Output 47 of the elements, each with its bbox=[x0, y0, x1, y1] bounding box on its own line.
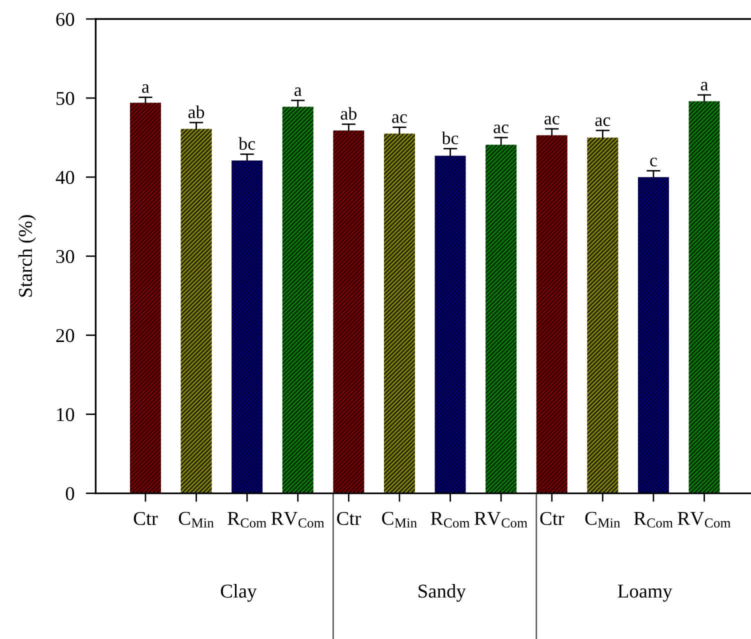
text: RV$_{Com}$ bbox=[474, 512, 528, 528]
x-tick-label: Clay bbox=[220, 584, 257, 602]
data-label: a bbox=[294, 87, 302, 96]
bar bbox=[282, 106, 314, 494]
data-label: bc bbox=[442, 132, 458, 144]
text: Ctr bbox=[337, 512, 361, 526]
x-tick-label: Loamy bbox=[618, 584, 672, 602]
bar bbox=[180, 128, 212, 494]
text: C$_{Min}$ bbox=[382, 512, 417, 528]
bar bbox=[384, 134, 415, 494]
data-label: ac bbox=[544, 116, 560, 125]
series-label: R$_{Com}$ bbox=[228, 512, 266, 528]
y-tick-label: 60 bbox=[56, 12, 74, 26]
y-tick-label: 20 bbox=[56, 329, 74, 342]
text: RV$_{Com}$ bbox=[271, 512, 324, 528]
y-axis-title: Starch (%) bbox=[18, 215, 36, 297]
data-label: a bbox=[142, 84, 150, 93]
bar bbox=[130, 102, 161, 494]
data-label: ac bbox=[392, 114, 407, 123]
data-label: ac bbox=[494, 124, 509, 134]
bar bbox=[486, 144, 517, 494]
text: C$_{Min}$ bbox=[585, 512, 620, 528]
series-label: C$_{Min}$ bbox=[178, 512, 214, 528]
bar bbox=[232, 160, 263, 494]
series-label: RV$_{Com}$ bbox=[678, 512, 731, 528]
bar bbox=[587, 138, 618, 494]
data-label: c bbox=[650, 158, 657, 166]
data-label: ab bbox=[340, 107, 357, 120]
bar bbox=[333, 130, 364, 494]
text: Ctr bbox=[540, 512, 564, 526]
x-tick-label: Sandy bbox=[418, 584, 466, 602]
bar bbox=[638, 177, 669, 494]
text: R$_{Com}$ bbox=[634, 512, 673, 528]
y-tick-label: 50 bbox=[56, 92, 74, 105]
bar bbox=[434, 156, 466, 494]
data-label: ab bbox=[188, 105, 204, 118]
data-label: a bbox=[700, 82, 708, 91]
series-label: Ctr bbox=[134, 512, 158, 526]
bar bbox=[536, 135, 568, 494]
data-label: bc bbox=[238, 137, 256, 150]
data-label: ac bbox=[595, 117, 610, 126]
y-tick-label: 0 bbox=[66, 487, 74, 500]
y-tick-label: 10 bbox=[57, 408, 74, 422]
bar bbox=[688, 101, 720, 494]
text: R$_{Com}$ bbox=[430, 512, 470, 528]
y-tick-label: 30 bbox=[56, 250, 74, 264]
y-tick-label: 40 bbox=[56, 170, 74, 184]
